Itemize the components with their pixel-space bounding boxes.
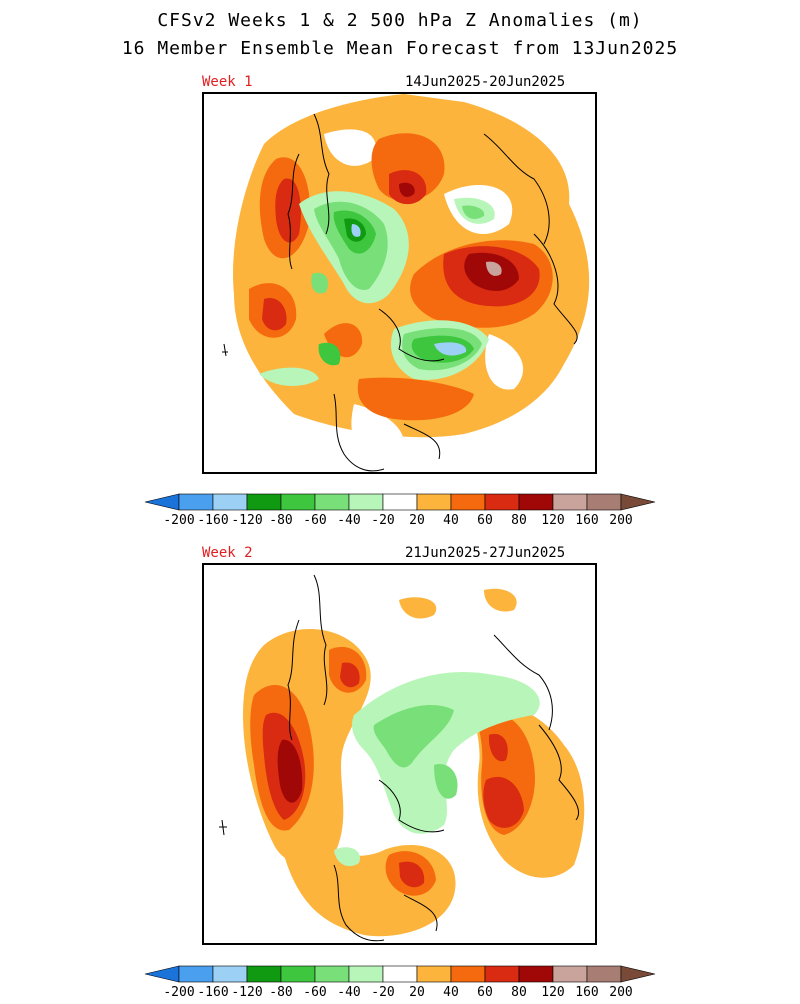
week-2-label: Week 2 [202, 545, 253, 561]
colorbar-2-tick-label: 20 [409, 985, 425, 1000]
colorbar-2-swatch [382, 965, 418, 983]
w1-pos40-south [357, 377, 474, 421]
colorbar-1: -200 -160 -120 -80 -60 -40 -20 20 40 60 80 120 160 20… [144, 493, 656, 528]
colorbar-2-swatch [212, 965, 248, 983]
w2-pos60-south [399, 861, 425, 888]
w2-coastlines [219, 574, 580, 942]
week-1-map [202, 92, 597, 474]
colorbar-1-tick-label: 200 [609, 513, 632, 528]
w1-neutral-4 [485, 334, 524, 390]
w1-pos80-north [399, 182, 415, 197]
colorbar-1-tick-label: -20 [371, 513, 394, 528]
colorbar-1-swatch [212, 493, 248, 511]
w1-neg40-east [462, 205, 485, 219]
w2-pos60-east [483, 776, 524, 828]
week-1-label: Week 1 [202, 74, 253, 90]
colorbar-2-tick-label: 120 [541, 985, 564, 1000]
colorbar-2-swatch [314, 965, 350, 983]
colorbar-1-tick-label: -80 [269, 513, 292, 528]
colorbar-2-swatch [416, 965, 452, 983]
colorbar-2-swatch [518, 965, 554, 983]
colorbar-1-swatch [348, 493, 384, 511]
colorbar-1-swatch [552, 493, 588, 511]
colorbar-2-tick-label: 60 [477, 985, 493, 1000]
w1-neutral-1 [324, 129, 376, 166]
colorbar-2-tick-label: 200 [609, 985, 632, 1000]
colorbar-1-tick-label: 20 [409, 513, 425, 528]
colorbar-1-swatch [518, 493, 554, 511]
w1-pos60-west2 [262, 298, 287, 331]
w1-coastlines [222, 113, 578, 472]
w1-neg60-small [318, 342, 341, 366]
colorbar-1-swatch [484, 493, 520, 511]
colorbar-2-tick-label: -40 [337, 985, 360, 1000]
w1-neg40-small [311, 272, 329, 294]
week-1-anomaly-field [222, 94, 590, 472]
w2-neg40-belt [373, 705, 454, 768]
colorbar-2-swatch [620, 965, 656, 983]
w1-pos60-west [275, 178, 301, 243]
w2-pos60-east2 [488, 733, 508, 762]
colorbar-2-swatch [484, 965, 520, 983]
colorbar-2-tick-label: -80 [269, 985, 292, 1000]
colorbar-2-swatch [246, 965, 282, 983]
colorbar-1-swatch [144, 493, 180, 511]
w2-neg40-mid [434, 764, 458, 799]
week-2-map [202, 563, 597, 945]
colorbar-2-tick-label: -20 [371, 985, 394, 1000]
colorbar-2-swatch [348, 965, 384, 983]
colorbar-1-swatch [620, 493, 656, 511]
colorbar-1-tick-label: -200 [163, 513, 194, 528]
colorbar-2-tick-label: 80 [511, 985, 527, 1000]
colorbar-1-swatch [178, 493, 214, 511]
colorbar-1-tick-label: 40 [443, 513, 459, 528]
colorbar-1-tick-label: -120 [231, 513, 262, 528]
colorbar-2-tick-label: -200 [163, 985, 194, 1000]
colorbar-2: -200 -160 -120 -80 -60 -40 -20 20 40 60 80 120 160 20… [144, 965, 656, 1000]
colorbar-2-swatch [450, 965, 486, 983]
colorbar-1-swatch [416, 493, 452, 511]
colorbar-1-tick-label: -160 [197, 513, 228, 528]
colorbar-1-swatch [586, 493, 622, 511]
week-2-anomaly-field [219, 574, 585, 942]
title-line-2: 16 Member Ensemble Mean Forecast from 13… [121, 38, 679, 59]
w1-neg20-west [259, 367, 319, 386]
colorbar-2-swatch [144, 965, 180, 983]
colorbar-1-swatch [246, 493, 282, 511]
colorbar-2-swatch [552, 965, 588, 983]
title-line-1: CFSv2 Weeks 1 & 2 500 hPa Z Anomalies (m… [157, 10, 643, 31]
w1-pos120-east [486, 261, 502, 276]
w2-pos20-top2 [484, 588, 517, 612]
colorbar-1-tick-label: -40 [337, 513, 360, 528]
w2-pos80-west [277, 739, 303, 803]
colorbar-2-swatch [178, 965, 214, 983]
w2-neg20-south [334, 847, 360, 867]
w1-neg120-sea [434, 342, 467, 356]
w2-pos20-south [284, 845, 456, 937]
week-1-date-range: 14Jun2025-20Jun2025 [405, 74, 566, 90]
colorbar-1-tick-label: 160 [575, 513, 598, 528]
colorbar-1-tick-label: 80 [511, 513, 527, 528]
w1-neutral-3 [351, 404, 405, 465]
colorbar-1-tick-label: -60 [303, 513, 326, 528]
week-2-date-range: 21Jun2025-27Jun2025 [405, 545, 566, 561]
w2-pos60-nw [340, 662, 360, 688]
colorbar-2-tick-label: 160 [575, 985, 598, 1000]
colorbar-2-swatch [586, 965, 622, 983]
colorbar-1-swatch [450, 493, 486, 511]
colorbar-2-tick-label: -160 [197, 985, 228, 1000]
colorbar-1-swatch [314, 493, 350, 511]
colorbar-2-tick-label: -60 [303, 985, 326, 1000]
colorbar-1-tick-label: 60 [477, 513, 493, 528]
colorbar-2-tick-label: -120 [231, 985, 262, 1000]
w1-neg120-core [351, 224, 361, 237]
w2-pos20-top [399, 597, 437, 619]
colorbar-2-swatch [280, 965, 316, 983]
colorbar-1-tick-label: 120 [541, 513, 564, 528]
colorbar-1-swatch [280, 493, 316, 511]
colorbar-2-tick-label: 40 [443, 985, 459, 1000]
colorbar-1-swatch [382, 493, 418, 511]
